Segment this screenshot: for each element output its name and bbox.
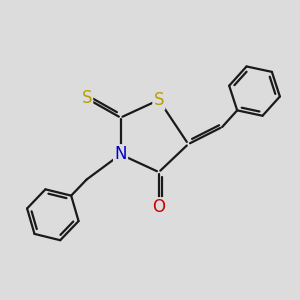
Text: S: S	[81, 89, 92, 107]
Text: S: S	[154, 91, 164, 109]
Text: N: N	[114, 146, 127, 164]
Text: O: O	[152, 198, 165, 216]
